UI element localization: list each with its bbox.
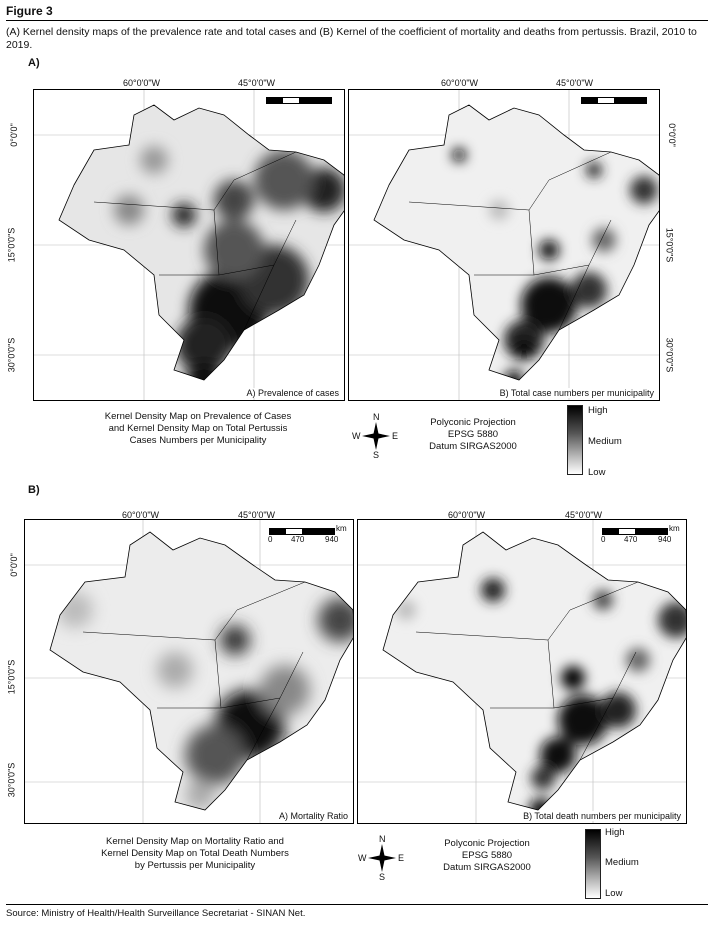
a-legend-medium: Medium [588,436,622,447]
figure-source: Source: Ministry of Health/Health Survei… [6,908,306,919]
a-lat-0-label: 0°0'0" [8,123,19,147]
b-compass-w: W [358,853,367,863]
map-mortality-ratio: 0 470 940 km A) Mortality Ratio [24,519,354,824]
a-description-line-3: Cases Numbers per Municipality [129,435,267,446]
a-lon-60-label: 60°0'0"W [123,78,161,88]
a-projection-line-3: Datum SIRGAS2000 [429,441,517,452]
a-compass-rose: N S E W [352,412,400,460]
map-b1-label: A) Mortality Ratio [276,811,350,821]
map-b1-scale-470: 470 [291,535,305,544]
b-projection-line-3: Datum SIRGAS2000 [443,862,531,873]
b-description-line-1: Kernel Density Map on Mortality Ratio an… [106,836,284,847]
b-legend-medium: Medium [605,857,639,868]
a-lat-30-label-right: 30°0'0"S [664,337,675,373]
a-lat-15-label: 15°0'0"S [6,227,17,263]
a-projection-line-2: EPSG 5880 [447,429,499,440]
a-lat-15-label-right: 15°0'0"S [664,227,675,263]
b-compass-rose: N S E W [358,834,406,882]
b-lat-30-label: 30°0'0"S [6,762,17,798]
figure-caption: (A) Kernel density maps of the prevalenc… [6,26,697,51]
a-compass-n: N [373,412,380,422]
map-total-cases-svg [349,90,659,400]
b-description: Kernel Density Map on Mortality Ratio an… [60,836,330,872]
a-lon-60-label-right: 60°0'0"W [441,78,479,88]
b-compass-n: N [379,834,386,844]
map-total-deaths: 0 470 940 km B) Total death numbers per … [357,519,687,824]
map-b1-scale-940: 940 [325,535,339,544]
map-mortality-svg [25,520,353,823]
a-description-line-1: Kernel Density Map on Prevalence of Case… [104,411,292,422]
a-legend-low: Low [588,467,606,478]
b-legend-high: High [605,827,625,838]
a-compass-w: W [352,431,361,441]
section-a-label: A) [28,57,40,69]
map-total-cases: B) Total case numbers per municipality [348,89,660,401]
a-projection-line-1: Polyconic Projection [430,417,516,428]
top-rule [6,20,708,21]
a-description: Kernel Density Map on Prevalence of Case… [78,411,318,447]
map-b2-scale-940: 940 [658,535,672,544]
map-b1-scale-0: 0 [268,535,273,544]
a-lat-30-label: 30°0'0"S [6,337,17,373]
map-a2-label: B) Total case numbers per municipality [497,388,656,398]
b-legend-low: Low [605,888,623,899]
a-legend-gradient [567,405,583,475]
b-projection: Polyconic Projection EPSG 5880 Datum SIR… [422,838,552,874]
b-projection-line-1: Polyconic Projection [444,838,530,849]
map-prevalence-svg [34,90,344,400]
b-description-line-2: Kernel Density Map on Total Death Number… [101,848,289,859]
map-a1-scale-bar [266,97,332,104]
a-compass-e: E [392,431,399,441]
map-b2-scale-bar [602,528,668,535]
b-lon-45-label: 45°0'0"W [238,510,276,520]
a-description-line-2: and Kernel Density Map on Total Pertussi… [108,423,288,434]
a-lon-45-label-right: 45°0'0"W [556,78,594,88]
map-b2-scale-unit: km [669,524,680,533]
b-projection-line-2: EPSG 5880 [461,850,513,861]
figure-title: Figure 3 [6,4,53,18]
map-a2-scale-bar [581,97,647,104]
b-lon-60-label: 60°0'0"W [122,510,160,520]
b-compass-icon [368,844,396,872]
b-compass-e: E [398,853,405,863]
b-lon-60-label-right: 60°0'0"W [448,510,486,520]
a-compass-s: S [373,450,380,460]
map-b1-scale-unit: km [336,524,347,533]
b-compass-s: S [379,872,386,882]
map-total-deaths-svg [358,520,686,823]
b-lon-45-label-right: 45°0'0"W [565,510,603,520]
map-a1-label: A) Prevalence of cases [244,388,341,398]
a-compass-icon [362,422,390,450]
a-lat-0-label-right: 0°0'0" [666,123,677,147]
a-lon-45-label: 45°0'0"W [238,78,276,88]
b-lat-0-label: 0°0'0" [8,553,19,577]
map-b1-scale-bar [269,528,335,535]
a-legend-high: High [588,405,608,416]
b-legend-gradient [585,829,601,899]
map-b2-scale-470: 470 [624,535,638,544]
a-projection: Polyconic Projection EPSG 5880 Datum SIR… [408,417,538,453]
map-prevalence-cases: A) Prevalence of cases [33,89,345,401]
bottom-rule [6,904,708,905]
map-b2-scale-0: 0 [601,535,606,544]
b-lat-15-label: 15°0'0"S [6,659,17,695]
section-b-label: B) [28,484,40,496]
b-description-line-3: by Pertussis per Municipality [134,860,256,871]
map-b2-label: B) Total death numbers per municipality [521,811,683,821]
